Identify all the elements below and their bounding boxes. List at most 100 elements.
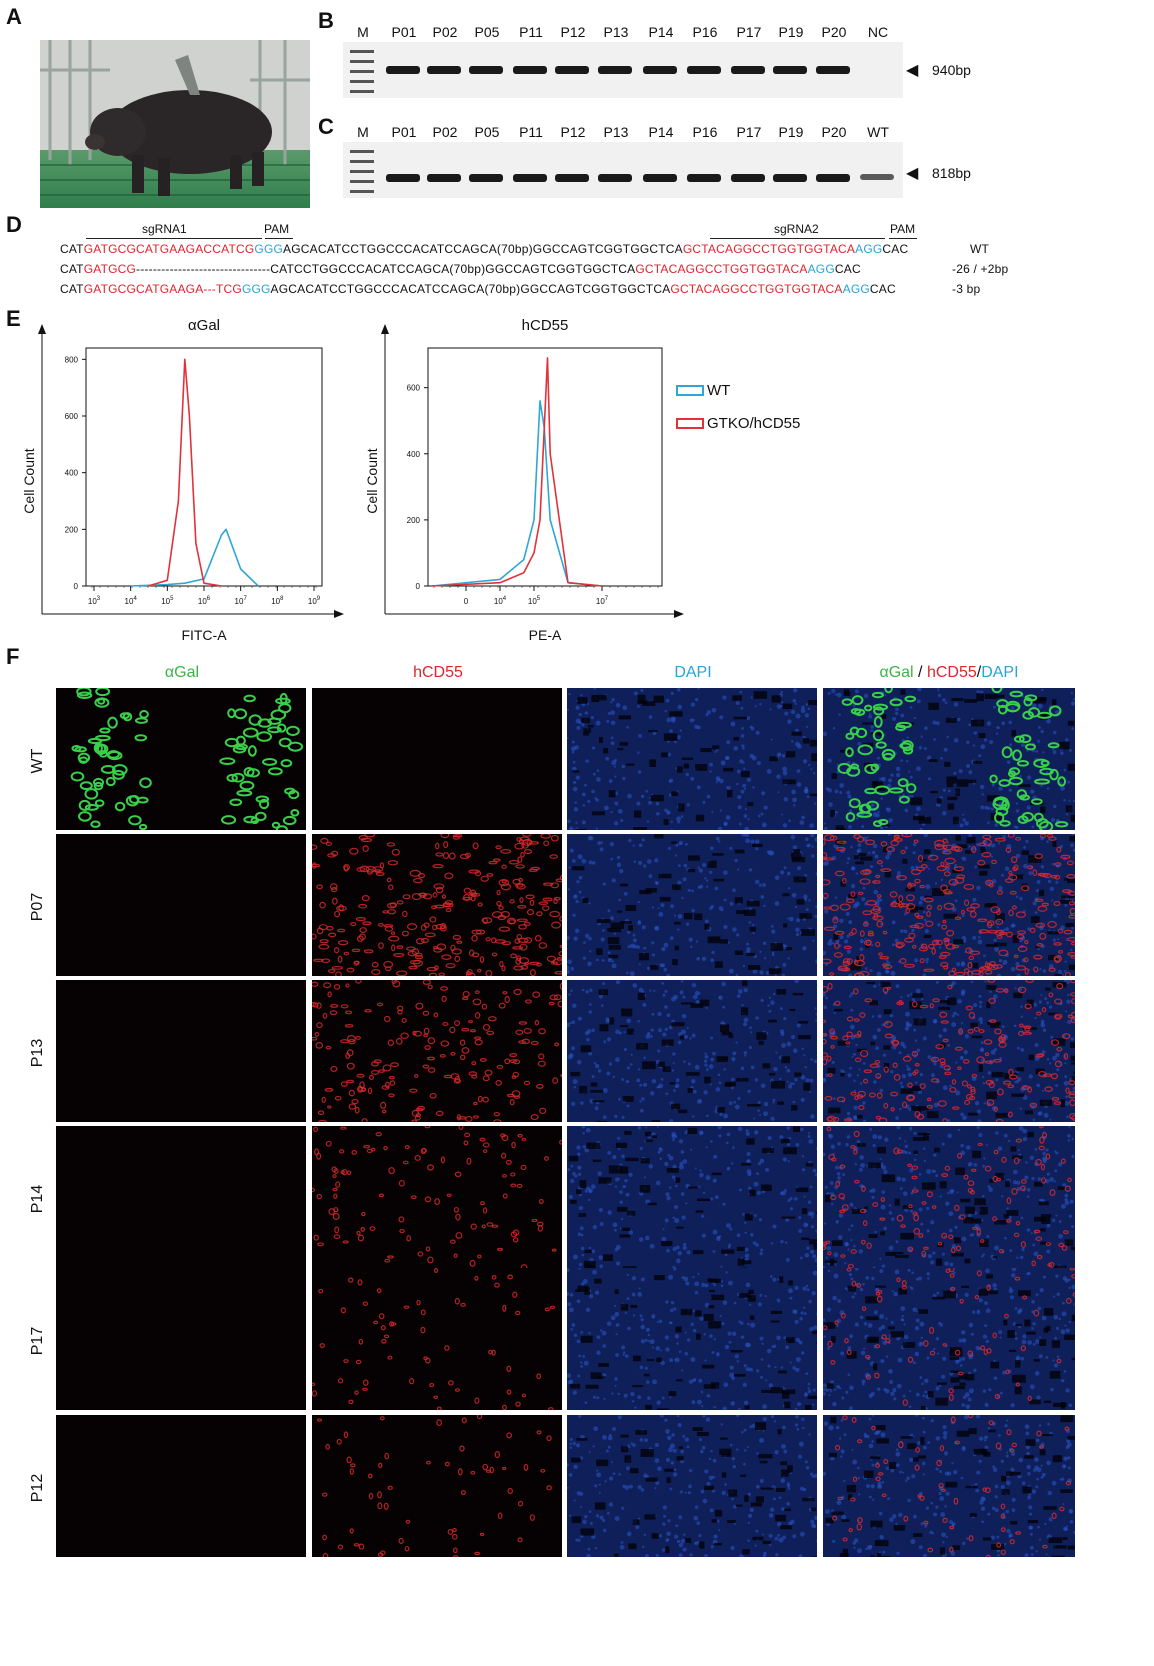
y-axis-label: Cell Count xyxy=(364,448,380,513)
gel-b-lane-label: P12 xyxy=(560,24,586,40)
gel-c-band xyxy=(643,174,677,182)
if-image-tile xyxy=(312,1268,562,1410)
if-image xyxy=(312,980,562,1122)
gel-b-ladder-band xyxy=(350,60,374,63)
sequence-row: CATGATGCGCATGAAGACCATCGGGGAGCACATCCTGGCC… xyxy=(60,242,908,256)
if-image xyxy=(567,688,817,830)
legend-gtko-label: GTKO/hCD55 xyxy=(707,415,801,432)
panel-f-label: F xyxy=(6,644,20,669)
sequence-segment: CAC xyxy=(882,242,909,256)
gel-c-band xyxy=(773,174,807,182)
gel-c-lane-label: M xyxy=(357,124,369,140)
plot-title: αGal xyxy=(188,318,220,334)
gel-b-lane-label: P02 xyxy=(432,24,458,40)
gel-b-band xyxy=(513,66,547,74)
if-image xyxy=(56,1415,306,1557)
x-tick-label: 103 xyxy=(88,596,101,606)
sgrna2-bar xyxy=(710,238,885,239)
x-axis-arrow-icon xyxy=(334,610,344,618)
if-row-label: P13 xyxy=(29,1038,46,1068)
if-image-tile xyxy=(312,1126,562,1268)
if-image-tile xyxy=(567,1126,817,1268)
if-header-part: hCD55 xyxy=(413,664,463,681)
gel-b-band xyxy=(555,66,589,74)
gel-c-image xyxy=(343,142,903,198)
if-image-tile xyxy=(56,980,306,1122)
gel-b-ladder-band xyxy=(350,50,374,53)
y-tick-label: 400 xyxy=(407,450,421,459)
panel-c-label: C xyxy=(318,114,334,139)
if-image-tile xyxy=(312,688,562,830)
gel-b-lane-label: P11 xyxy=(519,24,543,40)
y-axis-arrow-icon xyxy=(381,324,389,334)
if-row-label: P14 xyxy=(29,1184,46,1214)
gel-c-size-label: 818bp xyxy=(932,165,971,181)
gel-b-lane-label: P01 xyxy=(391,24,417,40)
sequence-segment: GGG xyxy=(254,242,284,256)
gel-b-band xyxy=(731,66,765,74)
gel-b-lane-label: P16 xyxy=(692,24,718,40)
if-image xyxy=(567,980,817,1122)
gel-b-band xyxy=(816,66,850,74)
sequence-segment: AGG xyxy=(807,262,835,276)
if-image xyxy=(56,980,306,1122)
if-image xyxy=(823,834,1075,976)
gel-c-band xyxy=(598,174,632,182)
y-tick-label: 200 xyxy=(65,525,79,534)
gel-c-band xyxy=(513,174,547,182)
if-column-header: αGal xyxy=(56,664,308,682)
y-axis-label: Cell Count xyxy=(21,448,37,513)
if-image xyxy=(56,834,306,976)
if-image xyxy=(567,1268,817,1410)
if-image xyxy=(823,980,1075,1122)
sequence-segment: CAT xyxy=(60,242,84,256)
sequence-segment: CAC xyxy=(834,262,861,276)
sequence-segment: AGCACATCCTGGCCCACATCCAGCA(70bp)GGCCAGTCG… xyxy=(270,282,671,296)
if-header-part: DAPI xyxy=(981,664,1019,681)
if-image-tile xyxy=(823,834,1075,976)
sequence-segment: GATGCG xyxy=(83,262,137,276)
if-image-tile xyxy=(56,1415,306,1557)
sequence-segment: GATGCGCATGAAGA---TCG xyxy=(83,282,242,296)
y-tick-label: 200 xyxy=(407,516,421,525)
x-axis-arrow-icon xyxy=(674,610,684,618)
gel-c-lane-label: P20 xyxy=(821,124,847,140)
legend-gtko-swatch xyxy=(676,418,704,429)
if-image-tile xyxy=(567,1415,817,1557)
gel-c-ladder-band xyxy=(350,150,374,153)
sequence-segment: AGG xyxy=(855,242,883,256)
gel-c-lane-label: P12 xyxy=(560,124,586,140)
gel-c-ladder-band xyxy=(350,190,374,193)
pig-photo xyxy=(40,40,310,208)
gel-c-ladder-band xyxy=(350,180,374,183)
gel-c-lane-label: P05 xyxy=(474,124,500,140)
if-image-tile xyxy=(567,834,817,976)
if-image-tile xyxy=(823,1268,1075,1410)
x-axis-label: FITC-A xyxy=(181,627,227,643)
gel-c-band xyxy=(386,174,420,182)
plot-title: hCD55 xyxy=(522,318,569,334)
sgrna1-bar xyxy=(86,238,262,239)
if-column-header: hCD55 xyxy=(312,664,564,682)
if-image xyxy=(823,688,1075,830)
sequence-segment: --------------------------------CATCCTGG… xyxy=(136,262,636,276)
pam2-label: PAM xyxy=(890,222,916,236)
gel-c-lane-label: P11 xyxy=(519,124,543,140)
if-image-tile xyxy=(56,688,306,830)
gel-c-band xyxy=(860,174,894,180)
gel-b-ladder-band xyxy=(350,80,374,83)
histogram-wt xyxy=(431,400,603,587)
y-tick-label: 0 xyxy=(416,582,421,591)
gel-b-lane-label: NC xyxy=(867,24,889,40)
gel-b-band xyxy=(386,66,420,74)
if-header-part: hCD55 xyxy=(926,664,977,681)
gel-c-lane-label: P19 xyxy=(778,124,804,140)
sequence-note: WT xyxy=(970,242,990,256)
gel-c-arrow-icon: ◀ xyxy=(906,165,919,182)
gel-b-size-label: 940bp xyxy=(932,62,971,78)
if-image xyxy=(316,1415,552,1557)
y-tick-label: 400 xyxy=(65,469,79,478)
legend-wt-label: WT xyxy=(707,382,731,399)
gel-b-lane-label: P17 xyxy=(736,24,762,40)
